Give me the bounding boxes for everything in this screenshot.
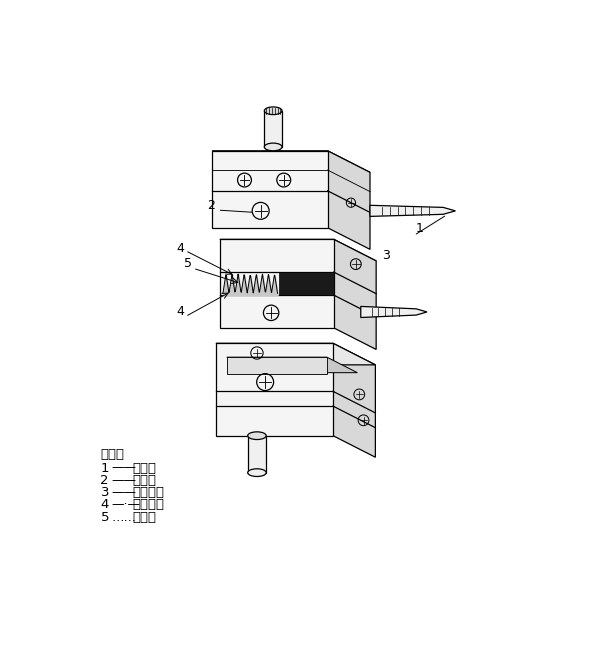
Text: 3: 3 bbox=[101, 486, 109, 499]
Text: 说明：: 说明： bbox=[101, 448, 124, 461]
Polygon shape bbox=[334, 239, 376, 349]
Text: 4: 4 bbox=[177, 242, 185, 255]
Polygon shape bbox=[220, 239, 334, 328]
Ellipse shape bbox=[264, 143, 282, 151]
Text: ……: …… bbox=[111, 511, 137, 524]
Text: 插销；: 插销； bbox=[133, 461, 157, 474]
Text: 3: 3 bbox=[382, 249, 390, 262]
Polygon shape bbox=[361, 307, 427, 318]
Polygon shape bbox=[370, 205, 455, 216]
Polygon shape bbox=[328, 151, 370, 249]
Polygon shape bbox=[227, 357, 358, 373]
Ellipse shape bbox=[248, 469, 266, 476]
Text: 5: 5 bbox=[185, 257, 192, 270]
Ellipse shape bbox=[248, 432, 266, 439]
Polygon shape bbox=[216, 344, 375, 365]
Text: —·—: —·— bbox=[111, 498, 140, 512]
Text: 2: 2 bbox=[207, 199, 215, 212]
Text: 2: 2 bbox=[101, 474, 109, 487]
Text: 4: 4 bbox=[101, 498, 109, 512]
Polygon shape bbox=[227, 357, 327, 374]
Text: 插孔；: 插孔； bbox=[133, 474, 157, 487]
Text: ——: —— bbox=[111, 474, 137, 487]
Ellipse shape bbox=[264, 107, 282, 115]
Text: 5: 5 bbox=[101, 511, 109, 524]
Text: ——: —— bbox=[111, 461, 137, 474]
Text: 4: 4 bbox=[177, 305, 185, 318]
Polygon shape bbox=[212, 151, 328, 228]
Bar bbox=[279, 272, 334, 295]
Text: 金属块；: 金属块； bbox=[133, 486, 165, 499]
Text: 1: 1 bbox=[415, 223, 423, 236]
Text: 试样。: 试样。 bbox=[133, 511, 157, 524]
Bar bbox=[248, 435, 266, 473]
Text: ——: —— bbox=[111, 486, 137, 499]
Polygon shape bbox=[333, 344, 375, 457]
Text: 1: 1 bbox=[101, 461, 109, 474]
Bar bbox=[264, 111, 282, 147]
Polygon shape bbox=[212, 151, 370, 172]
Polygon shape bbox=[216, 344, 333, 435]
Polygon shape bbox=[220, 239, 376, 261]
Text: 粘结剂；: 粘结剂； bbox=[133, 498, 165, 512]
